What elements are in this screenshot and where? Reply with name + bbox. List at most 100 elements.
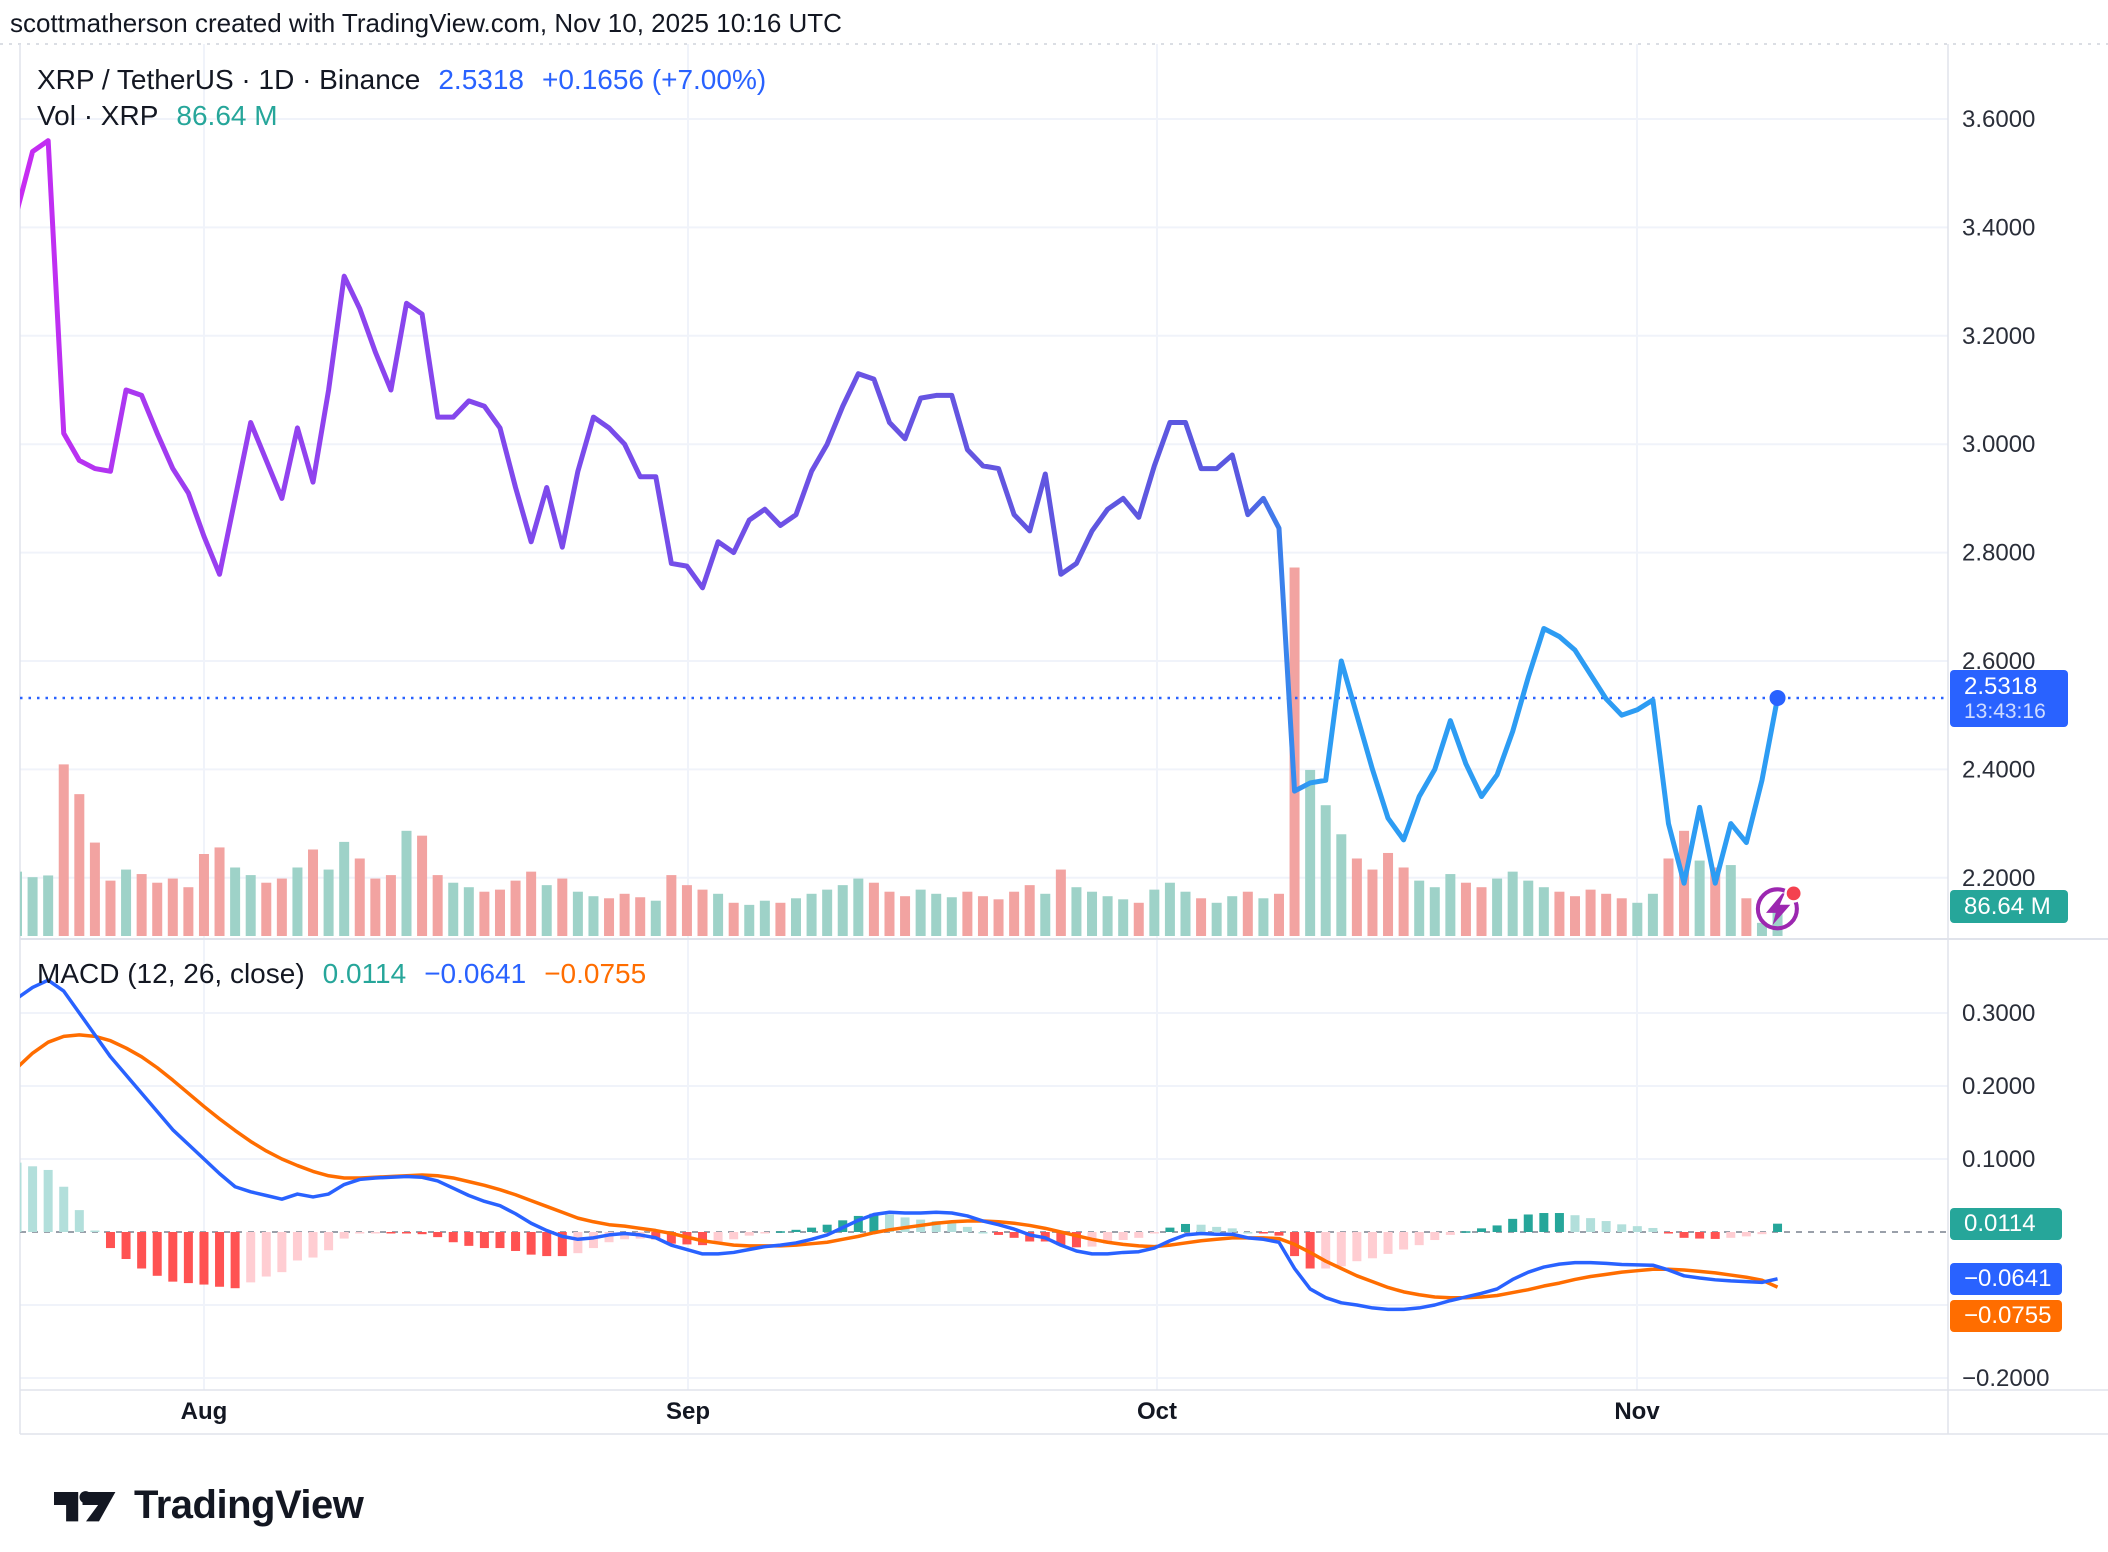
macd-hist-bar: [1508, 1218, 1518, 1232]
macd-hist-bar: [479, 1232, 489, 1249]
macd-hist-bar: [1773, 1223, 1783, 1232]
macd-hist-bar: [511, 1232, 521, 1251]
price-scale[interactable]: [1948, 44, 2108, 1390]
macd-hist-bar: [1679, 1232, 1689, 1238]
volume-bar: [806, 893, 817, 936]
macd-hist-bar: [1212, 1226, 1222, 1232]
macd-signal-badge: −0.0755: [1950, 1300, 2062, 1332]
macd-hist-bar: [59, 1186, 69, 1232]
price-tick-label: 3.6000: [1962, 106, 2035, 133]
macd-hist-bar: [137, 1232, 147, 1269]
macd-hist-bar: [542, 1232, 552, 1257]
volume-bar: [993, 899, 1004, 936]
macd-hist-bar: [246, 1232, 256, 1283]
macd-hist-bar: [978, 1232, 988, 1234]
volume-bar: [448, 882, 459, 936]
macd-signal-line: [20, 1033, 1779, 1300]
volume-bar: [401, 830, 412, 936]
volume-bar: [323, 869, 334, 936]
price-line: [20, 138, 1781, 886]
volume-bar: [1087, 891, 1098, 936]
macd-hist-bar: [1399, 1232, 1409, 1250]
macd-hist-bar: [1149, 1232, 1159, 1234]
macd-hist-bar: [1025, 1232, 1035, 1242]
volume-bar: [868, 882, 879, 936]
macd-hist-bar: [1601, 1221, 1611, 1232]
flash-refresh-icon[interactable]: [1753, 882, 1805, 934]
volume-bar: [1756, 922, 1767, 936]
macd-legend-title[interactable]: MACD (12, 26, close): [37, 958, 305, 989]
macd-hist-bar: [744, 1232, 754, 1236]
macd-hist-bar: [1477, 1228, 1487, 1232]
macd-hist-bar: [1741, 1232, 1751, 1237]
volume-bar: [1305, 769, 1316, 936]
macd-hist-bar: [588, 1232, 598, 1249]
volume-bar: [1523, 880, 1534, 936]
volume-bar: [822, 889, 833, 936]
macd-hist-badge: 0.0114: [1950, 1208, 2062, 1240]
volume-bar: [1616, 898, 1627, 936]
last-price-badge: 2.5318 13:43:16: [1950, 670, 2068, 727]
volume-bars: [20, 567, 1783, 936]
macd-hist-bar: [604, 1232, 614, 1243]
volume-bar: [167, 878, 178, 936]
pane-borders: [0, 43, 2108, 1435]
volume-bar: [1492, 878, 1503, 936]
volume-bar: [744, 904, 755, 936]
tradingview-logo-text: TradingView: [134, 1482, 364, 1527]
macd-hist-bar: [417, 1232, 427, 1235]
macd-hist-bar: [1367, 1232, 1377, 1259]
macd-hist-bar: [168, 1232, 178, 1282]
macd-hist-bar: [386, 1232, 396, 1234]
macd-hist-bar: [1321, 1232, 1331, 1269]
macd-hist-bar: [230, 1232, 240, 1289]
volume-bar: [89, 842, 100, 936]
macd-hist-bar: [526, 1232, 536, 1255]
macd-hist-bar: [339, 1232, 349, 1239]
macd-hist-bar: [698, 1232, 708, 1246]
time-scale[interactable]: [20, 1390, 2108, 1434]
volume-bar: [837, 885, 848, 936]
macd-hist-bar: [1383, 1232, 1393, 1254]
symbol-title[interactable]: XRP / TetherUS · 1D · Binance: [37, 64, 421, 95]
volume-bar: [946, 897, 957, 936]
macd-hist-bar: [1196, 1224, 1206, 1232]
volume-bar: [463, 887, 474, 936]
macd-legend: MACD (12, 26, close) 0.0114 −0.0641 −0.0…: [37, 958, 646, 990]
volume-bar: [962, 891, 973, 936]
volume-bar: [588, 896, 599, 936]
volume-bar: [1118, 899, 1129, 936]
last-price-badge-value: 2.5318: [1964, 673, 2038, 700]
volume-bar: [1024, 885, 1035, 936]
macd-hist-bar: [1632, 1226, 1642, 1232]
macd-hist-bar: [121, 1232, 131, 1260]
macd-hist-bar: [962, 1226, 972, 1232]
volume-bar: [1663, 858, 1674, 936]
volume-legend: Vol · XRP 86.64 M: [37, 100, 278, 132]
macd-hist-bar: [1570, 1215, 1580, 1232]
volume-bar: [572, 891, 583, 936]
bar-countdown: 13:43:16: [1964, 700, 2046, 723]
volume-bar: [1242, 891, 1253, 936]
macd-hist-bar: [1648, 1227, 1658, 1232]
volume-bar: [650, 900, 661, 936]
volume-bar: [43, 875, 54, 936]
volume-bar: [1647, 893, 1658, 936]
axis-labels: 3.60003.40003.20003.00002.80002.60002.40…: [1962, 106, 2049, 1392]
macd-hist-bar: [760, 1232, 770, 1234]
lightning-bolt-icon: [1766, 893, 1791, 926]
tradingview-logo[interactable]: TradingView: [54, 1482, 364, 1528]
volume-bar: [713, 893, 724, 936]
macd-tick-label: 0.2000: [1962, 1073, 2035, 1100]
macd-hist-bar: [1663, 1232, 1673, 1234]
macd-hist-bar: [1695, 1232, 1705, 1239]
macd-hist-bar: [1554, 1213, 1564, 1232]
volume-bar: [557, 878, 568, 936]
macd-hist-bar: [1757, 1232, 1767, 1235]
volume-bar: [884, 891, 895, 936]
volume-bar: [1601, 893, 1612, 936]
macd-hist-bar: [292, 1232, 302, 1261]
volume-bar: [1180, 891, 1191, 936]
macd-hist-bar: [183, 1232, 193, 1284]
